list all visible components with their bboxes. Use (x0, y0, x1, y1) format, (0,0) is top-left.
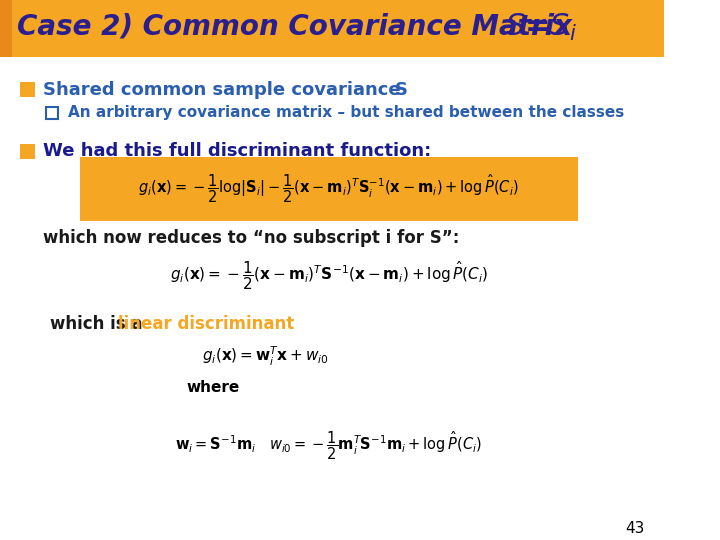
Text: 43: 43 (625, 521, 644, 536)
FancyBboxPatch shape (0, 0, 665, 57)
Text: $\mathbf{w}_i = \mathbf{S}^{-1}\mathbf{m}_i \quad w_{i0} = -\dfrac{1}{2}\mathbf{: $\mathbf{w}_i = \mathbf{S}^{-1}\mathbf{m… (176, 429, 482, 462)
Text: Shared common sample covariance: Shared common sample covariance (43, 80, 407, 99)
Text: which is a: which is a (50, 315, 148, 333)
Text: $g_i(\mathbf{x})= -\dfrac{1}{2}(\mathbf{x}-\mathbf{m}_i)^T \mathbf{S}^{-1}(\math: $g_i(\mathbf{x})= -\dfrac{1}{2}(\mathbf{… (170, 259, 488, 292)
Text: $g_i(\mathbf{x})= -\dfrac{1}{2}\log|\mathbf{S}_i| -\dfrac{1}{2}(\mathbf{x}-\math: $g_i(\mathbf{x})= -\dfrac{1}{2}\log|\mat… (138, 173, 519, 205)
Text: An arbitrary covariance matrix – but shared between the classes: An arbitrary covariance matrix – but sha… (68, 105, 625, 120)
FancyBboxPatch shape (20, 144, 35, 159)
Text: $\mathit{S}$=$\mathit{S}_i$: $\mathit{S}$=$\mathit{S}_i$ (505, 11, 577, 43)
FancyBboxPatch shape (80, 157, 578, 221)
FancyBboxPatch shape (0, 0, 12, 57)
Text: linear discriminant: linear discriminant (118, 315, 294, 333)
Text: $g_i(\mathbf{x})= \mathbf{w}_i^T \mathbf{x} + w_{i0}$: $g_i(\mathbf{x})= \mathbf{w}_i^T \mathbf… (202, 345, 329, 368)
FancyBboxPatch shape (47, 107, 58, 119)
Text: which now reduces to “no subscript i for S”:: which now reduces to “no subscript i for… (43, 228, 459, 247)
FancyBboxPatch shape (20, 82, 35, 97)
Text: We had this full discriminant function:: We had this full discriminant function: (43, 142, 431, 160)
Text: where: where (186, 380, 239, 395)
Text: S: S (395, 80, 408, 99)
Text: Case 2) Common Covariance Matrix: Case 2) Common Covariance Matrix (17, 13, 581, 41)
